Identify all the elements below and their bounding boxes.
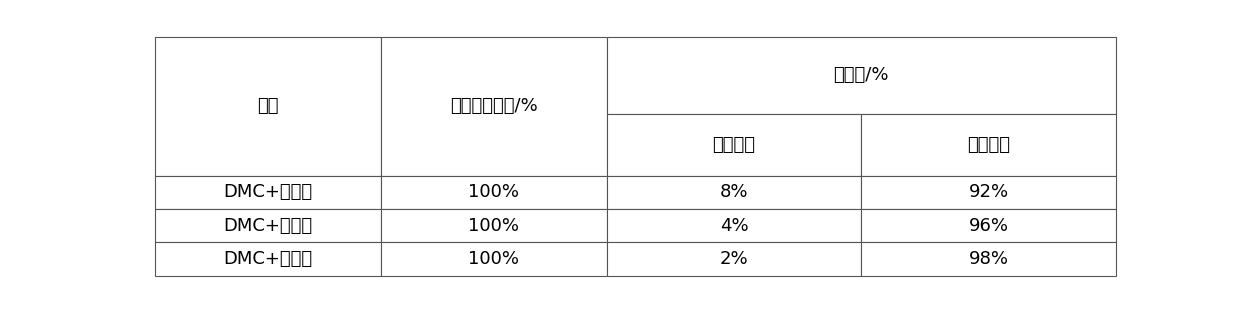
Bar <box>155 176 381 209</box>
Bar <box>381 242 606 276</box>
Text: 原料: 原料 <box>257 97 279 115</box>
Text: 92%: 92% <box>968 183 1008 202</box>
Text: 8%: 8% <box>719 183 748 202</box>
Text: 中间产物: 中间产物 <box>713 135 755 154</box>
Text: DMC+三甘醇: DMC+三甘醇 <box>223 217 312 235</box>
Bar <box>862 242 1116 276</box>
Text: 98%: 98% <box>968 250 1008 268</box>
Text: 二甘醇转化率/%: 二甘醇转化率/% <box>450 97 538 115</box>
Text: 4%: 4% <box>719 217 748 235</box>
Text: DMC+二甘醇: DMC+二甘醇 <box>223 183 312 202</box>
Text: 100%: 100% <box>469 183 520 202</box>
Bar <box>606 209 862 242</box>
Bar <box>606 113 862 176</box>
Text: 96%: 96% <box>968 217 1008 235</box>
Bar <box>155 37 381 176</box>
Bar <box>381 209 606 242</box>
Text: 2%: 2% <box>719 250 748 268</box>
Bar <box>606 242 862 276</box>
Bar <box>862 209 1116 242</box>
Bar <box>606 176 862 209</box>
Text: 目标产物: 目标产物 <box>967 135 1011 154</box>
Text: 100%: 100% <box>469 217 520 235</box>
Bar <box>381 176 606 209</box>
Bar <box>862 176 1116 209</box>
Bar <box>381 37 606 176</box>
Bar <box>862 113 1116 176</box>
Text: 100%: 100% <box>469 250 520 268</box>
Text: 选择性/%: 选择性/% <box>833 66 889 84</box>
Bar <box>155 209 381 242</box>
Bar <box>155 242 381 276</box>
Bar <box>606 37 1116 113</box>
Text: DMC+四甘醇: DMC+四甘醇 <box>223 250 312 268</box>
